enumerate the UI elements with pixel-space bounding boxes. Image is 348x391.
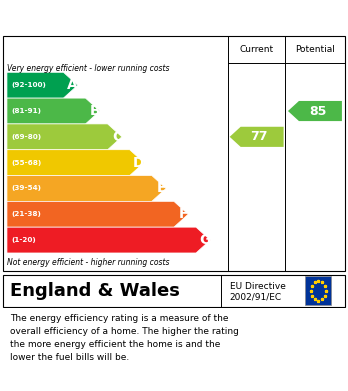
Text: 2002/91/EC: 2002/91/EC (230, 293, 282, 302)
Text: 85: 85 (309, 104, 326, 118)
Text: Current: Current (239, 45, 274, 54)
Text: A: A (67, 78, 78, 92)
Text: England & Wales: England & Wales (10, 282, 180, 300)
Text: G: G (200, 233, 211, 247)
Text: (55-68): (55-68) (11, 160, 41, 166)
Text: (69-80): (69-80) (11, 134, 41, 140)
Bar (306, 276, 331, 305)
Polygon shape (7, 72, 78, 98)
Polygon shape (7, 201, 188, 227)
Polygon shape (288, 101, 342, 121)
Text: (39-54): (39-54) (11, 185, 41, 192)
Polygon shape (230, 127, 284, 147)
Text: B: B (89, 104, 100, 118)
Text: Very energy efficient - lower running costs: Very energy efficient - lower running co… (7, 64, 169, 73)
Text: D: D (133, 156, 145, 170)
Text: Potential: Potential (295, 45, 335, 54)
Text: F: F (179, 207, 188, 221)
Polygon shape (7, 176, 166, 201)
Text: (21-38): (21-38) (11, 211, 41, 217)
Text: (92-100): (92-100) (11, 82, 46, 88)
Text: The energy efficiency rating is a measure of the
overall efficiency of a home. T: The energy efficiency rating is a measur… (10, 314, 239, 362)
Polygon shape (7, 227, 210, 253)
Text: (1-20): (1-20) (11, 237, 36, 243)
Text: 77: 77 (251, 130, 268, 143)
Text: (81-91): (81-91) (11, 108, 41, 114)
Text: E: E (156, 181, 166, 196)
Text: EU Directive: EU Directive (230, 282, 286, 291)
Text: Energy Efficiency Rating: Energy Efficiency Rating (10, 9, 239, 27)
Polygon shape (7, 98, 100, 124)
Text: Not energy efficient - higher running costs: Not energy efficient - higher running co… (7, 258, 169, 267)
Polygon shape (7, 150, 144, 176)
Polygon shape (7, 124, 122, 150)
Text: C: C (112, 130, 122, 144)
